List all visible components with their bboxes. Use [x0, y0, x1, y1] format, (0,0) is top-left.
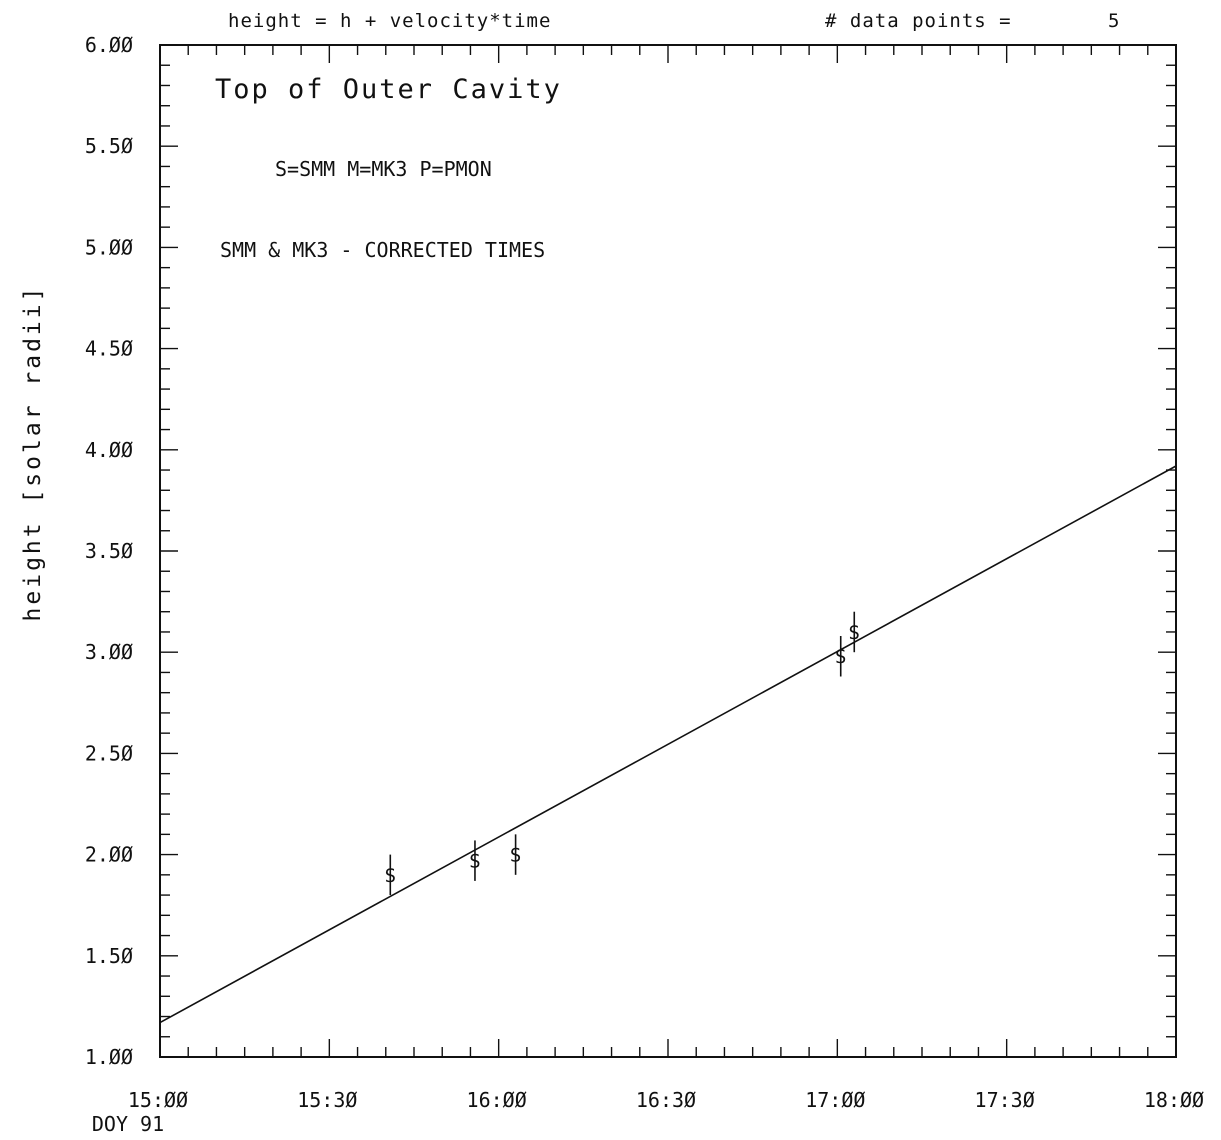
x-tick-label: 17:ØØ	[805, 1088, 865, 1112]
data-point-marker: S	[385, 865, 396, 887]
data-point-marker: S	[835, 646, 846, 668]
y-tick-label: 5.ØØ	[85, 235, 133, 259]
y-tick-label: 5.5Ø	[85, 134, 133, 158]
y-tick-label: 4.5Ø	[85, 337, 133, 361]
y-tick-label: 1.ØØ	[85, 1045, 133, 1069]
header-data-points-value: 5	[1108, 10, 1120, 32]
data-point-marker: S	[469, 851, 480, 873]
tick-marks	[159, 44, 1177, 1058]
y-tick-label: 2.ØØ	[85, 843, 133, 867]
annotation-legend: S=SMM M=MK3 P=PMON	[275, 157, 492, 181]
data-point-marker: S	[849, 622, 860, 644]
header-formula: height = h + velocity*time	[228, 10, 551, 32]
fit-line	[159, 465, 1177, 1024]
plot-frame	[159, 44, 1177, 1058]
y-tick-label: 3.5Ø	[85, 539, 133, 563]
header-data-points-label: # data points =	[825, 10, 1012, 32]
data-points: SS SSS	[385, 611, 860, 896]
y-tick-label: 6.ØØ	[85, 33, 133, 57]
y-axis-label: height [solar radii]	[20, 285, 46, 622]
annotation-title: Top of Outer Cavity	[215, 74, 562, 105]
annotation-note: SMM & MK3 - CORRECTED TIMES	[220, 238, 545, 262]
x-tick-label: 17:3Ø	[975, 1088, 1035, 1112]
x-sub-label: DOY 91	[92, 1112, 164, 1136]
x-tick-labels: 15:ØØ 15:3Ø 16:ØØ 16:3Ø 17:ØØ 17:3Ø 18:ØØ	[128, 1088, 1204, 1112]
x-tick-label: 16:3Ø	[636, 1088, 696, 1112]
x-tick-label: 18:ØØ	[1144, 1088, 1204, 1112]
y-tick-label: 1.5Ø	[85, 944, 133, 968]
y-tick-label: 3.ØØ	[85, 640, 133, 664]
x-tick-label: 15:ØØ	[128, 1088, 188, 1112]
data-point-marker: S	[510, 845, 521, 867]
y-tick-label: 4.ØØ	[85, 438, 133, 462]
x-tick-label: 16:ØØ	[467, 1088, 527, 1112]
x-tick-label: 15:3Ø	[297, 1088, 357, 1112]
y-tick-label: 2.5Ø	[85, 741, 133, 765]
y-tick-labels: 1.ØØ 1.5Ø 2.ØØ 2.5Ø 3.ØØ 3.5Ø 4.ØØ 4.5Ø 5.ØØ 5.5Ø…	[85, 33, 133, 1069]
